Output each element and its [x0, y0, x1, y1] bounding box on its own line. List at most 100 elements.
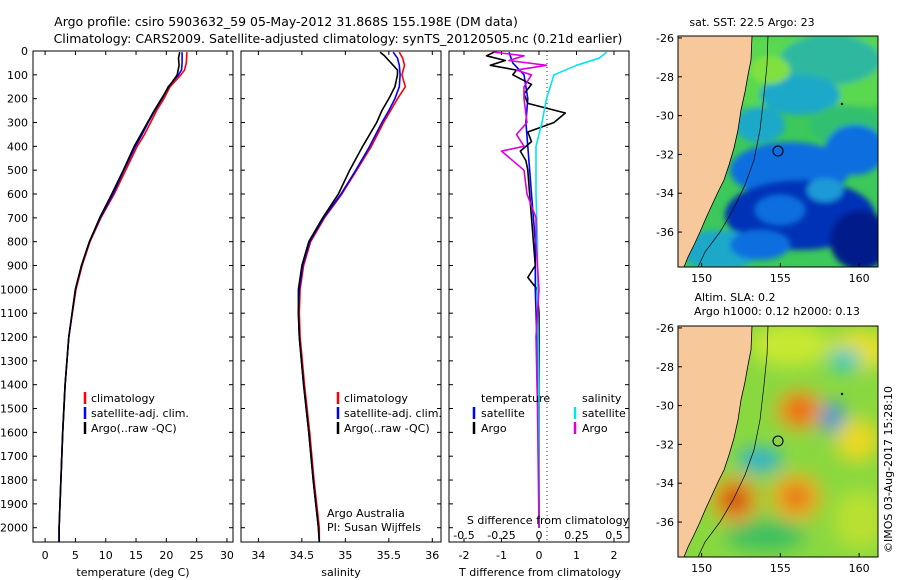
sla-map-title: Altim. SLA: 0.2 — [694, 291, 775, 304]
sst-map-1000m-contour — [697, 36, 769, 267]
difference-legend: temperature satellite Argo salinity sate… — [472, 392, 626, 435]
x-tick-label: 34 — [251, 549, 265, 562]
x-tick-label: 0 — [42, 549, 49, 562]
x-tick-label: -2 — [459, 549, 470, 562]
lon-tick-label: 150 — [691, 272, 712, 285]
legend-temperature-title: temperature — [481, 392, 550, 405]
depth-tick-label: 200 — [7, 93, 28, 106]
figure-title-line1: Argo profile: csiro 5903632_59 05-May-20… — [54, 14, 518, 29]
s-difference-tick-labels: -0.5 -0.25 0 0.25 0.5 — [453, 529, 622, 542]
sla-map-field — [678, 326, 878, 557]
depth-tick-label: 700 — [7, 212, 28, 225]
x-tick-label: 34.5 — [290, 549, 315, 562]
difference-axis-ticks: -2 -1 0 1 2 — [449, 50, 629, 562]
legend-t-satellite-label: satellite — [481, 407, 525, 420]
depth-tick-label: 1200 — [0, 331, 28, 344]
x-tick-label: 35 — [338, 549, 352, 562]
depth-tick-label: 500 — [7, 164, 28, 177]
temperature-xlabel: temperature (deg C) — [76, 566, 189, 579]
s-difference-label: S difference from climatology — [467, 514, 630, 527]
sst-map-field — [678, 36, 878, 267]
sla-map: Altim. SLA: 0.2 Argo h1000: 0.12 h2000: … — [656, 291, 879, 575]
temperature-series — [58, 52, 188, 542]
sst-map-float-marker — [772, 145, 784, 157]
x-tick-label: 2 — [611, 549, 618, 562]
lat-tick-label: -32 — [656, 148, 674, 161]
s-tick-label: 0.25 — [564, 529, 589, 542]
depth-tick-label: 1000 — [0, 283, 28, 296]
legend-climatology-label: climatology — [91, 392, 155, 405]
depth-tick-label: 1900 — [0, 498, 28, 511]
depth-tick-label: 1800 — [0, 474, 28, 487]
salinity-axes-frame — [240, 50, 442, 543]
depth-tick-label: 1400 — [0, 379, 28, 392]
temperature-axes-frame — [32, 50, 234, 543]
depth-tick-label: 400 — [7, 140, 28, 153]
s-tick-label: 0 — [536, 529, 543, 542]
salinity-legend: climatology satellite-adj. clim. Argo(..… — [336, 392, 442, 435]
lat-tick-label: -36 — [656, 516, 674, 529]
lon-tick-label: 155 — [770, 562, 791, 575]
legend-t-argo-label: Argo — [481, 422, 507, 435]
sla-map-island — [840, 392, 844, 396]
sst-map-island — [840, 102, 844, 106]
legend-climatology-label: climatology — [344, 392, 408, 405]
sst-map: sat. SST: 22.5 Argo: 23 — [656, 16, 879, 285]
legend-argo-label: Argo(..raw -QC) — [91, 422, 177, 435]
sst-map-title: sat. SST: 22.5 Argo: 23 — [689, 16, 814, 29]
depth-tick-label: 600 — [7, 188, 28, 201]
lat-tick-label: -28 — [656, 361, 674, 374]
sla-map-coastline — [683, 326, 753, 557]
credit-pi: PI: Susan Wijffels — [327, 521, 421, 534]
imos-timestamp: ©IMOS 03-Aug-2017 15:28:10 — [882, 386, 895, 553]
temperature-axis-ticks: 0 5 10 15 20 25 30 — [33, 50, 234, 562]
lon-tick-label: 160 — [849, 562, 870, 575]
legend-salinity-title: salinity — [582, 392, 622, 405]
depth-tick-label: 1600 — [0, 426, 28, 439]
series-line-argo-raw-qc- — [58, 52, 181, 542]
depth-axis-labels: 0 100 200 300 400 500 600 700 800 900 1000 1100 1200… — [0, 45, 28, 535]
lat-tick-label: -26 — [656, 32, 674, 45]
x-tick-label: 5 — [72, 549, 79, 562]
depth-tick-label: 1500 — [0, 403, 28, 416]
difference-panel: -2 -1 0 1 2 S difference from climatology -0… — [448, 50, 630, 579]
x-tick-label: -1 — [496, 549, 507, 562]
lat-tick-label: -34 — [656, 187, 674, 200]
series-line-salinity-argo — [493, 51, 548, 528]
depth-tick-label: 1700 — [0, 450, 28, 463]
s-tick-label: -0.25 — [487, 529, 515, 542]
legend-argo-label: Argo(..raw -QC) — [344, 422, 430, 435]
lat-tick-label: -36 — [656, 226, 674, 239]
depth-tick-label: 1300 — [0, 355, 28, 368]
x-tick-label: 1 — [573, 549, 580, 562]
x-tick-label: 25 — [190, 549, 204, 562]
temperature-panel: 0 5 10 15 20 25 30 0 100 200 300 400 500 600 700 800 90… — [0, 45, 234, 579]
sla-map-land — [678, 326, 752, 557]
sla-map-subtitle: Argo h1000: 0.12 h2000: 0.13 — [694, 305, 860, 318]
lat-tick-label: -26 — [656, 322, 674, 335]
depth-tick-label: 2000 — [0, 522, 28, 535]
lat-tick-label: -30 — [656, 110, 674, 123]
depth-tick-label: 0 — [21, 45, 28, 58]
x-tick-label: 35.5 — [377, 549, 402, 562]
x-tick-label: 30 — [220, 549, 234, 562]
lon-tick-label: 160 — [849, 272, 870, 285]
x-tick-label: 20 — [159, 549, 173, 562]
sst-map-land — [678, 36, 752, 267]
salinity-axis-ticks: 34 34.5 35 35.5 36 — [241, 50, 441, 562]
depth-tick-label: 900 — [7, 260, 28, 273]
temperature-legend: climatology satellite-adj. clim. Argo(..… — [83, 392, 189, 435]
s-tick-label: -0.5 — [453, 529, 474, 542]
sst-map-ticks: -26 -28 -30 -32 -34 -36 150 155 160 — [656, 32, 870, 285]
depth-tick-label: 100 — [7, 69, 28, 82]
lon-tick-label: 155 — [770, 272, 791, 285]
x-tick-label: 36 — [425, 549, 439, 562]
lat-tick-label: -32 — [656, 438, 674, 451]
sla-map-frame — [677, 325, 879, 558]
sst-map-frame — [677, 35, 879, 268]
lat-tick-label: -30 — [656, 400, 674, 413]
difference-series — [485, 51, 607, 528]
x-tick-label: 0 — [536, 549, 543, 562]
legend-s-argo-label: Argo — [582, 422, 608, 435]
credit-organization: Argo Australia — [327, 507, 405, 520]
